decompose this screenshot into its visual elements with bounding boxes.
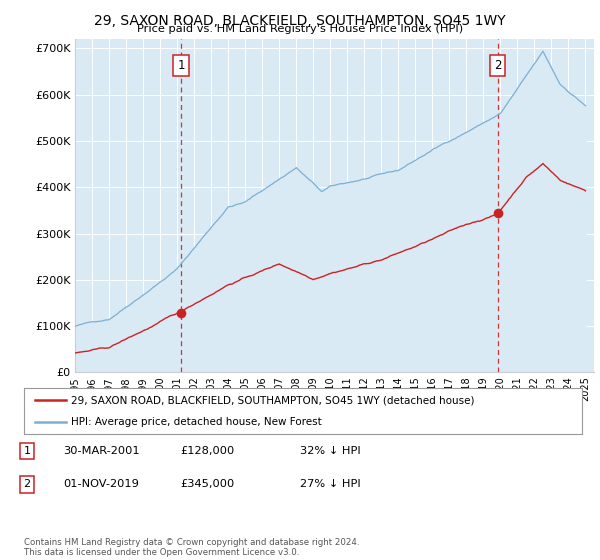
Text: 32% ↓ HPI: 32% ↓ HPI — [300, 446, 361, 456]
Text: HPI: Average price, detached house, New Forest: HPI: Average price, detached house, New … — [71, 417, 322, 427]
Text: 2: 2 — [23, 479, 31, 489]
Text: Contains HM Land Registry data © Crown copyright and database right 2024.
This d: Contains HM Land Registry data © Crown c… — [24, 538, 359, 557]
Text: £345,000: £345,000 — [180, 479, 234, 489]
Text: £128,000: £128,000 — [180, 446, 234, 456]
Text: 1: 1 — [178, 59, 185, 72]
Text: 2: 2 — [494, 59, 501, 72]
Text: 30-MAR-2001: 30-MAR-2001 — [63, 446, 140, 456]
Text: 29, SAXON ROAD, BLACKFIELD, SOUTHAMPTON, SO45 1WY: 29, SAXON ROAD, BLACKFIELD, SOUTHAMPTON,… — [94, 14, 506, 28]
Text: 1: 1 — [23, 446, 31, 456]
Text: 29, SAXON ROAD, BLACKFIELD, SOUTHAMPTON, SO45 1WY (detached house): 29, SAXON ROAD, BLACKFIELD, SOUTHAMPTON,… — [71, 395, 475, 405]
Text: 27% ↓ HPI: 27% ↓ HPI — [300, 479, 361, 489]
Text: Price paid vs. HM Land Registry's House Price Index (HPI): Price paid vs. HM Land Registry's House … — [137, 24, 463, 34]
Text: 01-NOV-2019: 01-NOV-2019 — [63, 479, 139, 489]
